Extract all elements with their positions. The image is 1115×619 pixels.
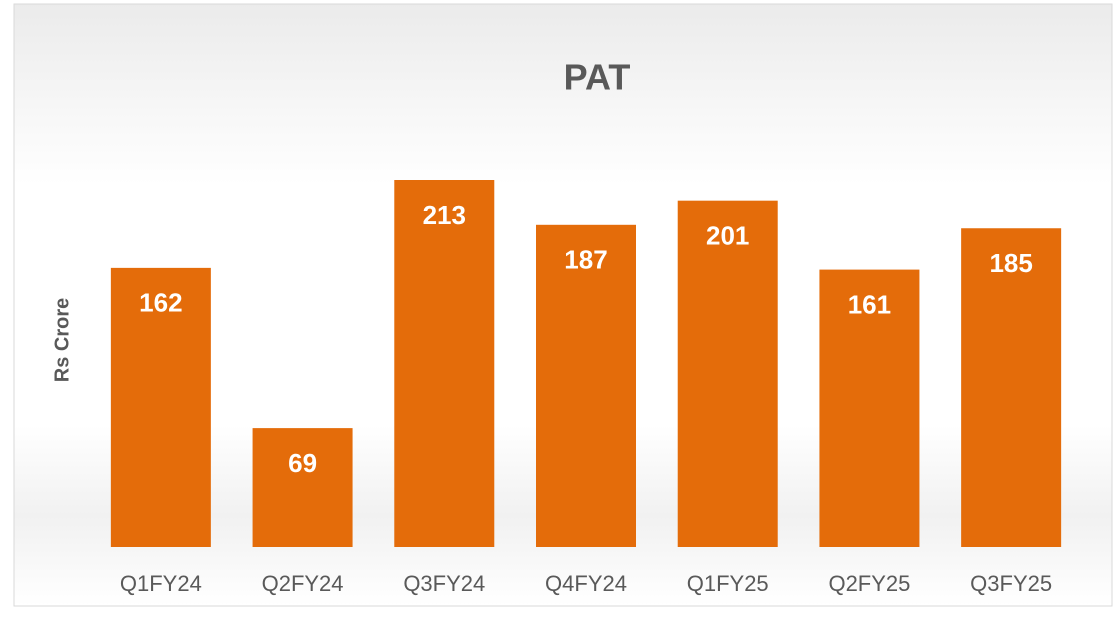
bar [536, 224, 636, 547]
x-tick-label: Q4FY24 [545, 571, 627, 596]
bar [819, 269, 920, 547]
data-label: 187 [564, 245, 607, 275]
bar [252, 428, 353, 547]
data-label: 69 [288, 448, 317, 478]
chart-title: PAT [564, 57, 631, 98]
x-tick-label: Q3FY24 [403, 571, 485, 596]
x-tick-label: Q2FY24 [262, 571, 344, 596]
bar [110, 267, 211, 547]
y-axis-label: Rs Crore [51, 298, 73, 382]
data-label: 161 [848, 289, 891, 319]
bar [677, 200, 778, 547]
data-label: 185 [989, 248, 1032, 278]
x-tick-label: Q1FY25 [687, 571, 769, 596]
data-label: 213 [423, 200, 466, 230]
bar [394, 180, 495, 547]
bar [961, 228, 1062, 547]
data-label: 201 [706, 221, 749, 251]
data-label: 162 [139, 288, 182, 318]
x-tick-label: Q3FY25 [970, 571, 1052, 596]
x-tick-label: Q2FY25 [828, 571, 910, 596]
x-tick-label: Q1FY24 [120, 571, 202, 596]
